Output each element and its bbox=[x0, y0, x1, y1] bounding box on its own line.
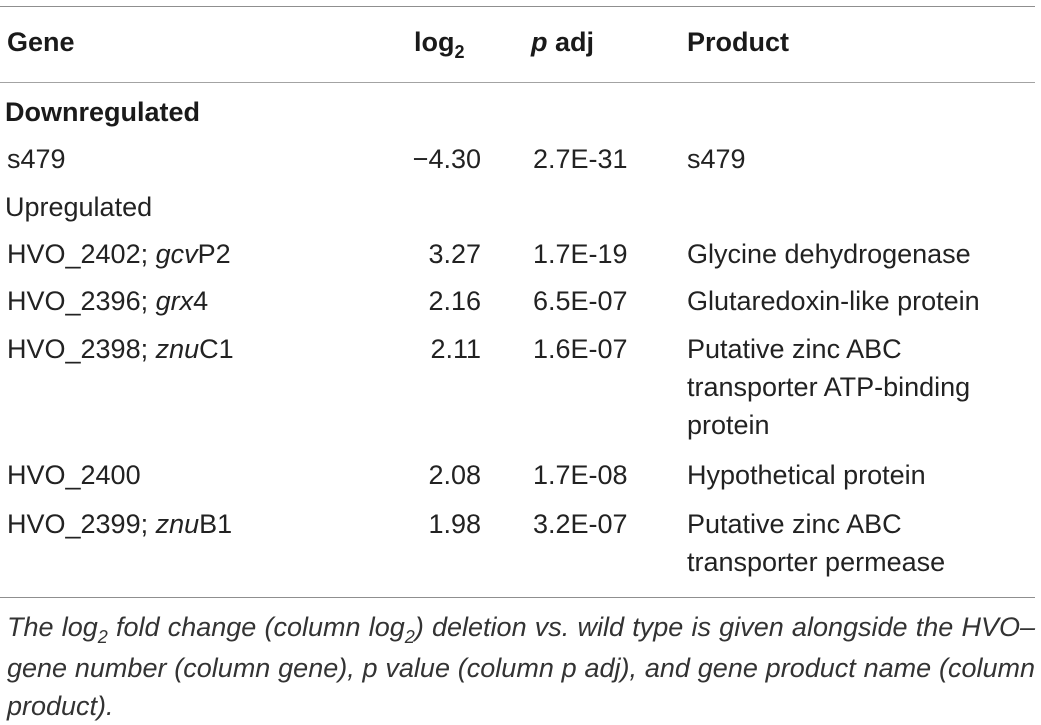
cell-log2: 3.27 bbox=[428, 239, 481, 269]
gene-suffix: B1 bbox=[199, 509, 233, 539]
product-line: Putative zinc ABC bbox=[687, 509, 902, 539]
header-padj: p adj bbox=[531, 23, 671, 61]
cell-gene: HVO_2400 bbox=[7, 456, 367, 494]
gene-suffix: C1 bbox=[199, 334, 234, 364]
cell-padj: 1.6E-07 bbox=[533, 334, 628, 364]
gene-id: HVO_2396 bbox=[7, 286, 141, 316]
cell-gene: HVO_2396; grx4 bbox=[7, 282, 367, 320]
gene-id: HVO_2399 bbox=[7, 509, 141, 539]
gene-suffix: P2 bbox=[197, 239, 231, 269]
gene-separator: ; bbox=[140, 509, 156, 539]
cell-padj: 3.2E-07 bbox=[533, 509, 628, 539]
footnote-subscript-2: 2 bbox=[404, 627, 415, 647]
header-product: Product bbox=[687, 27, 790, 57]
gene-name: grx bbox=[155, 286, 194, 316]
footnote-text-3: ) deletion vs. wild type is given alongs… bbox=[7, 612, 1035, 721]
gene-name: znu bbox=[155, 334, 200, 364]
cell-product: Glycine dehydrogenase bbox=[687, 239, 971, 269]
cell-product: Hypothetical protein bbox=[687, 460, 926, 490]
section-label-upregulated: Upregulated bbox=[5, 192, 153, 222]
gene-name: znu bbox=[155, 509, 200, 539]
cell-gene: HVO_2402; gcvP2 bbox=[7, 235, 367, 273]
header-log2-subscript: 2 bbox=[454, 42, 465, 62]
cell-gene: HVO_2398; znuC1 bbox=[7, 330, 367, 368]
header-log2-base: log bbox=[414, 27, 455, 57]
gene-id: HVO_2400 bbox=[7, 460, 141, 490]
header-padj-p: p bbox=[531, 27, 548, 57]
cell-log2: 1.98 bbox=[428, 509, 481, 539]
cell-log2: 2.16 bbox=[428, 286, 481, 316]
cell-log2: 2.08 bbox=[428, 460, 481, 490]
table-bottom-rule bbox=[0, 597, 1035, 598]
cell-product: s479 bbox=[687, 144, 746, 174]
cell-padj: 2.7E-31 bbox=[533, 144, 628, 174]
section-label-downregulated: Downregulated bbox=[5, 97, 201, 127]
footnote-subscript-1: 2 bbox=[97, 627, 108, 647]
footnote-text-1: The log bbox=[7, 612, 98, 642]
gene-id: HVO_2402 bbox=[7, 239, 141, 269]
product-line: Putative zinc ABC bbox=[687, 334, 902, 364]
cell-log2: 2.11 bbox=[430, 334, 481, 364]
gene-suffix: 4 bbox=[193, 286, 209, 316]
gene-id: HVO_2398 bbox=[7, 334, 141, 364]
gene-id: s479 bbox=[7, 144, 66, 174]
cell-log2: −4.30 bbox=[412, 144, 481, 174]
cell-padj: 1.7E-08 bbox=[533, 460, 628, 490]
gene-name: gcv bbox=[155, 239, 198, 269]
footnote-text-2: fold change (column log bbox=[107, 612, 405, 642]
cell-product: Putative zinc ABC transporter ATP-bindin… bbox=[687, 330, 1027, 444]
product-line: transporter permease bbox=[687, 547, 946, 577]
header-gene: Gene bbox=[7, 27, 75, 57]
table-top-rule bbox=[0, 6, 1035, 7]
gene-separator: ; bbox=[140, 286, 156, 316]
cell-padj: 6.5E-07 bbox=[533, 286, 628, 316]
gene-separator: ; bbox=[140, 334, 156, 364]
header-padj-rest: adj bbox=[547, 27, 595, 57]
cell-gene: HVO_2399; znuB1 bbox=[7, 505, 367, 543]
header-log2: log2 bbox=[414, 23, 515, 64]
cell-product: Putative zinc ABC transporter permease bbox=[687, 505, 1027, 581]
cell-gene: s479 bbox=[7, 140, 367, 178]
table-footnote: The log2 fold change (column log2) delet… bbox=[7, 608, 1035, 725]
cell-padj: 1.7E-19 bbox=[533, 239, 628, 269]
cell-product: Glutaredoxin-like protein bbox=[687, 286, 980, 316]
table-header-rule bbox=[0, 82, 1035, 83]
product-line: protein bbox=[687, 410, 770, 440]
gene-separator: ; bbox=[140, 239, 156, 269]
product-line: transporter ATP-binding bbox=[687, 372, 971, 402]
